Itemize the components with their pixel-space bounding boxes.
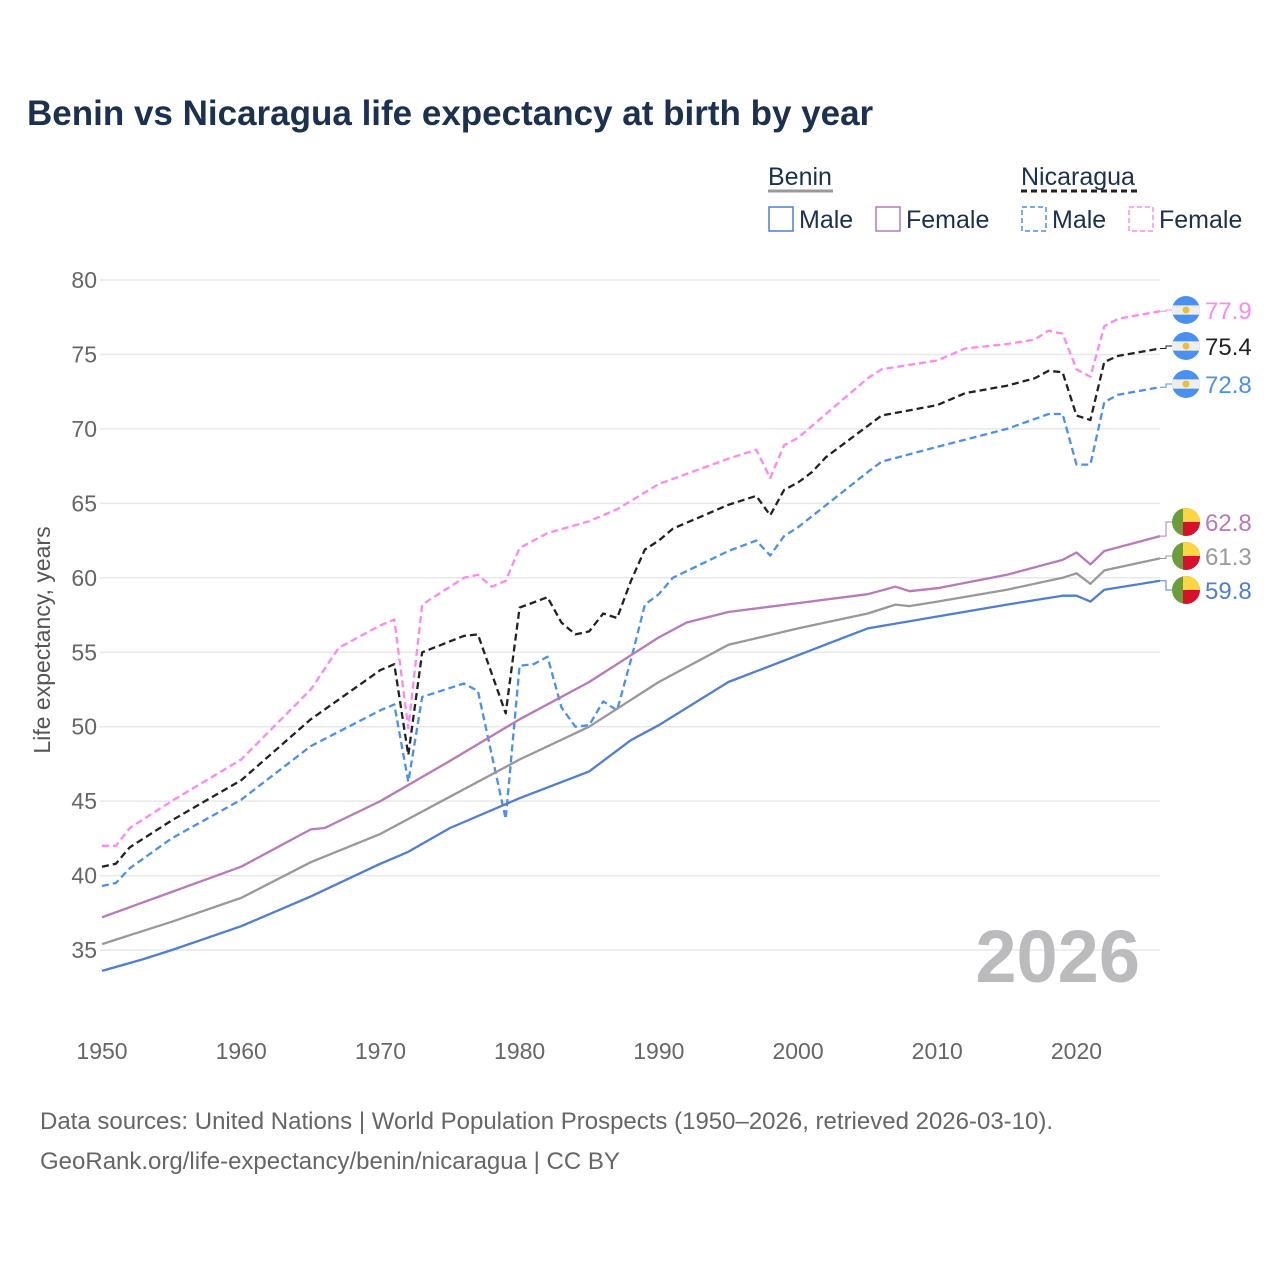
label-connector <box>1160 580 1172 591</box>
benin-flag-icon <box>1172 508 1200 536</box>
y-tick-label: 55 <box>71 639 97 665</box>
nicaragua-flag-icon <box>1172 332 1200 360</box>
chart-title: Benin vs Nicaragua life expectancy at bi… <box>27 94 874 133</box>
x-axis-ticks: 1950 1960 1970 1980 1990 2000 2010 2020 <box>76 1038 1102 1064</box>
series-line-benin-male <box>101 579 1161 973</box>
end-value-label: 77.9 <box>1205 298 1252 325</box>
legend-group-nicaragua: Nicaragua <box>1021 163 1135 191</box>
legend-group-benin: Benin <box>768 163 832 191</box>
end-value-label: 72.8 <box>1205 372 1252 399</box>
series-line-benin <box>101 557 1161 946</box>
y-tick-label: 80 <box>71 267 97 293</box>
year-watermark: 2026 <box>975 915 1140 998</box>
y-axis-label: Life expectancy, years <box>29 526 55 753</box>
end-value-label: 75.4 <box>1205 334 1252 361</box>
source-line-2[interactable]: GeoRank.org/life-expectancy/benin/nicara… <box>40 1148 620 1175</box>
y-tick-label: 60 <box>71 565 97 591</box>
series-line-benin-female <box>101 534 1161 919</box>
legend-nicaragua-female-swatch <box>1128 206 1154 232</box>
end-value-label: 59.8 <box>1205 578 1252 605</box>
series-line-nicaragua-female <box>102 310 1161 847</box>
x-tick-label: 1970 <box>355 1038 406 1064</box>
series-end-labels: 77.9 75.4 72.8 62.8 61.3 59.8 <box>1160 296 1252 605</box>
end-value-label: 61.3 <box>1205 544 1252 571</box>
legend: Benin Male Female Nicaragua Male Female <box>768 163 1242 234</box>
y-tick-label: 35 <box>71 937 97 963</box>
y-tick-label: 70 <box>71 416 97 442</box>
label-connector <box>1160 309 1172 312</box>
series-line-nicaragua <box>101 347 1161 868</box>
series-line-nicaragua-male <box>101 386 1161 888</box>
legend-nicaragua-male-swatch <box>1021 206 1047 232</box>
benin-flag-icon <box>1172 542 1200 570</box>
x-tick-label: 1990 <box>633 1038 684 1064</box>
label-connector <box>1160 345 1172 349</box>
nicaragua-flag-icon <box>1172 296 1200 324</box>
series-lines <box>101 310 1161 973</box>
y-tick-label: 75 <box>71 341 97 367</box>
x-tick-label: 2010 <box>912 1038 963 1064</box>
x-tick-label: 2020 <box>1051 1038 1102 1064</box>
legend-nicaragua-female[interactable]: Female <box>1159 206 1242 234</box>
y-tick-label: 50 <box>71 714 97 740</box>
gridlines <box>100 279 1160 951</box>
source-line-1: Data sources: United Nations | World Pop… <box>40 1108 1054 1135</box>
y-tick-label: 65 <box>71 490 97 516</box>
x-tick-label: 2000 <box>772 1038 823 1064</box>
label-connector <box>1160 383 1172 388</box>
legend-nicaragua-male[interactable]: Male <box>1052 206 1106 234</box>
end-value-label: 62.8 <box>1205 510 1252 537</box>
nicaragua-flag-icon <box>1172 370 1200 398</box>
label-connector <box>1160 521 1172 537</box>
benin-flag-icon <box>1172 576 1200 604</box>
legend-benin-female-swatch <box>875 206 901 232</box>
y-axis-ticks: 35 40 45 50 55 60 65 70 75 80 <box>71 267 97 963</box>
legend-benin-female[interactable]: Female <box>906 206 989 234</box>
label-connector <box>1160 555 1172 559</box>
y-tick-label: 45 <box>71 788 97 814</box>
legend-benin-male[interactable]: Male <box>799 206 853 234</box>
x-tick-label: 1960 <box>216 1038 267 1064</box>
legend-benin-male-swatch <box>768 206 794 232</box>
x-tick-label: 1950 <box>76 1038 127 1064</box>
y-tick-label: 40 <box>71 863 97 889</box>
x-tick-label: 1980 <box>494 1038 545 1064</box>
